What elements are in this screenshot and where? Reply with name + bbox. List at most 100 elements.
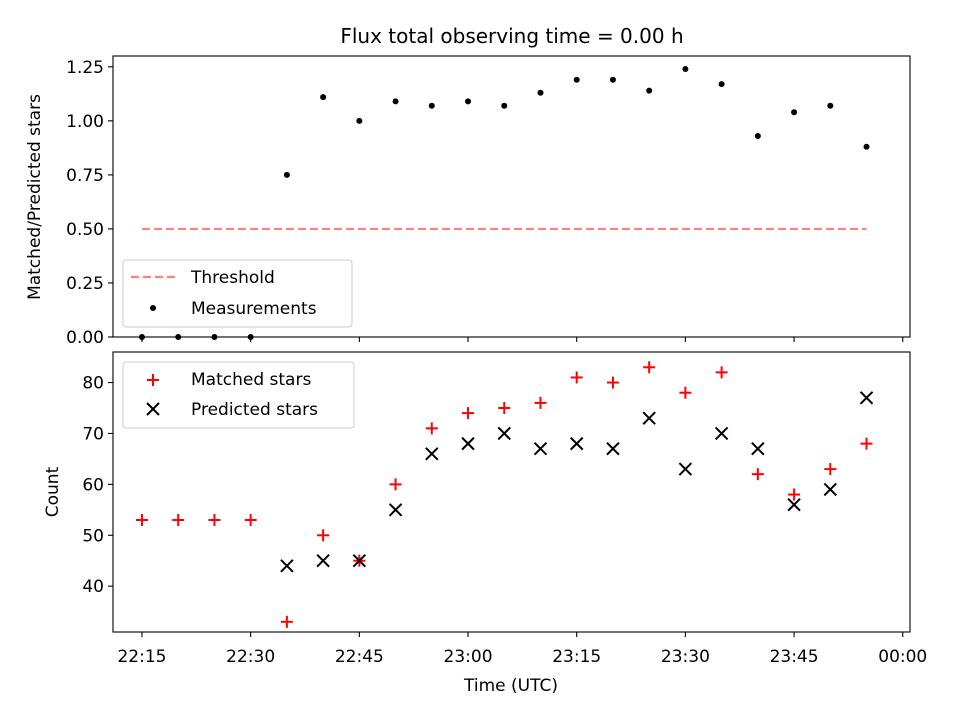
measurement-point: [283, 171, 290, 178]
measurement-point: [138, 334, 145, 340]
bottom-x-tick-label: 00:00: [878, 647, 927, 667]
legend-predicted-label: Predicted stars: [191, 400, 318, 420]
legend-threshold-label: Threshold: [190, 268, 275, 288]
matched-star-point: [462, 407, 475, 420]
bottom-y-tick-label: 60: [82, 475, 104, 495]
top-legend-box: [122, 259, 353, 328]
predicted-star-point: [751, 442, 765, 456]
predicted-star-point: [352, 554, 367, 568]
matched-star-point: [208, 514, 221, 526]
bottom-x-tick-label: 23:30: [661, 647, 710, 667]
matched-star-point: [244, 514, 257, 526]
top-legend: Threshold Measurements: [122, 259, 353, 328]
bottom-plot: 40 50 60 70 80 22:15 22:30 22:45 23:00 23:15 23:3…: [43, 351, 927, 696]
legend-predicted-swatch: [146, 402, 160, 416]
top-y-axis: 0.00 0.25 0.50 0.75 1.00 1.25: [66, 58, 113, 348]
predicted-star-point: [570, 436, 584, 451]
bottom-plot-frame: [112, 351, 911, 633]
predicted-star-point: [280, 559, 294, 573]
measurement-point: [211, 334, 218, 340]
bottom-legend: Matched stars Predicted stars: [122, 361, 355, 429]
legend-matched-swatch: [147, 374, 159, 386]
bottom-x-tick-label: 23:45: [770, 647, 819, 667]
matched-star-point: [172, 514, 185, 526]
measurement-point: [175, 334, 182, 340]
measurement-point: [718, 81, 725, 88]
bottom-y-axis-label: Count: [43, 466, 63, 517]
measurement-point: [754, 132, 761, 139]
predicted-star-point: [642, 411, 656, 425]
measurement-point: [827, 102, 834, 109]
measurement-point: [537, 89, 544, 96]
legend-measurements-label: Measurements: [191, 299, 317, 319]
matched-star-point: [824, 463, 837, 476]
measurement-point: [247, 334, 254, 340]
matched-star-point: [534, 396, 547, 409]
measurement-point: [392, 98, 399, 105]
predicted-star-point: [533, 442, 548, 456]
matched-star-point: [389, 478, 402, 491]
chart-title: Flux total observing time = 0.00 h: [340, 24, 683, 48]
predicted-star-point: [388, 503, 403, 517]
measurement-point: [863, 143, 870, 150]
bottom-y-tick-label: 70: [82, 424, 104, 444]
predicted-star-point: [823, 482, 838, 497]
bottom-x-tick-label: 22:45: [335, 647, 384, 667]
bottom-x-tick-label: 22:30: [226, 647, 275, 667]
top-y-tick-label: 0.50: [66, 220, 104, 240]
measurement-point: [320, 94, 327, 101]
top-y-tick-label: 0.00: [66, 328, 104, 348]
measurement-point: [501, 102, 508, 109]
bottom-legend-box: [122, 361, 355, 429]
top-y-tick-label: 0.75: [66, 166, 104, 186]
top-y-tick-label: 1.25: [66, 58, 104, 78]
top-y-tick-label: 1.00: [66, 112, 104, 132]
matched-star-point: [679, 386, 692, 399]
measurement-point: [465, 98, 472, 105]
top-plot-frame: [112, 55, 911, 338]
top-y-tick-label: 0.25: [66, 274, 104, 294]
matched-star-point: [425, 422, 438, 435]
measurement-point: [609, 76, 616, 83]
measurement-point: [791, 109, 798, 116]
predicted-star-point: [497, 426, 511, 441]
matched-star-point: [788, 488, 801, 501]
matched-star-point: [643, 361, 656, 374]
top-plot: 0.00 0.25 0.50 0.75 1.00 1.25 Matched/Predict…: [25, 55, 911, 348]
matched-star-point: [498, 402, 511, 414]
legend-matched-label: Matched stars: [191, 370, 311, 390]
matched-star-point: [606, 376, 619, 389]
predicted-star-point: [316, 554, 330, 568]
top-y-axis-label: Matched/Predicted stars: [25, 94, 45, 300]
predicted-star-point: [859, 391, 874, 405]
predicted-star-point: [461, 436, 475, 451]
bottom-plot-marks: [135, 361, 874, 628]
measurement-point: [356, 117, 363, 124]
measurement-point: [682, 65, 689, 72]
matched-star-point: [715, 366, 728, 379]
predicted-star-point: [714, 426, 729, 441]
matched-star-point: [570, 371, 583, 384]
bottom-x-axis: 22:15 22:30 22:45 23:00 23:15 23:30 23:45 00:00: [117, 632, 927, 667]
bottom-y-tick-label: 50: [82, 526, 104, 546]
measurement-point: [573, 76, 580, 83]
bottom-y-axis: 40 50 60 70 80: [82, 374, 113, 597]
measurement-point: [646, 87, 653, 94]
bottom-y-tick-label: 40: [82, 577, 104, 597]
top-x-axis: [141, 337, 904, 342]
bottom-x-axis-label: Time (UTC): [463, 676, 558, 696]
bottom-x-tick-label: 23:15: [552, 647, 601, 667]
predicted-star-point: [787, 498, 801, 512]
predicted-star-point: [425, 447, 439, 461]
matched-star-point: [280, 615, 293, 628]
measurement-point: [428, 102, 435, 109]
bottom-x-tick-label: 22:15: [117, 647, 166, 667]
predicted-star-point: [606, 442, 620, 456]
top-plot-marks: [138, 65, 870, 340]
bottom-y-tick-label: 80: [82, 374, 104, 394]
bottom-x-tick-label: 23:00: [444, 647, 493, 667]
matched-star-point: [317, 529, 330, 542]
matched-star-point: [860, 437, 873, 450]
matched-star-point: [135, 514, 148, 526]
